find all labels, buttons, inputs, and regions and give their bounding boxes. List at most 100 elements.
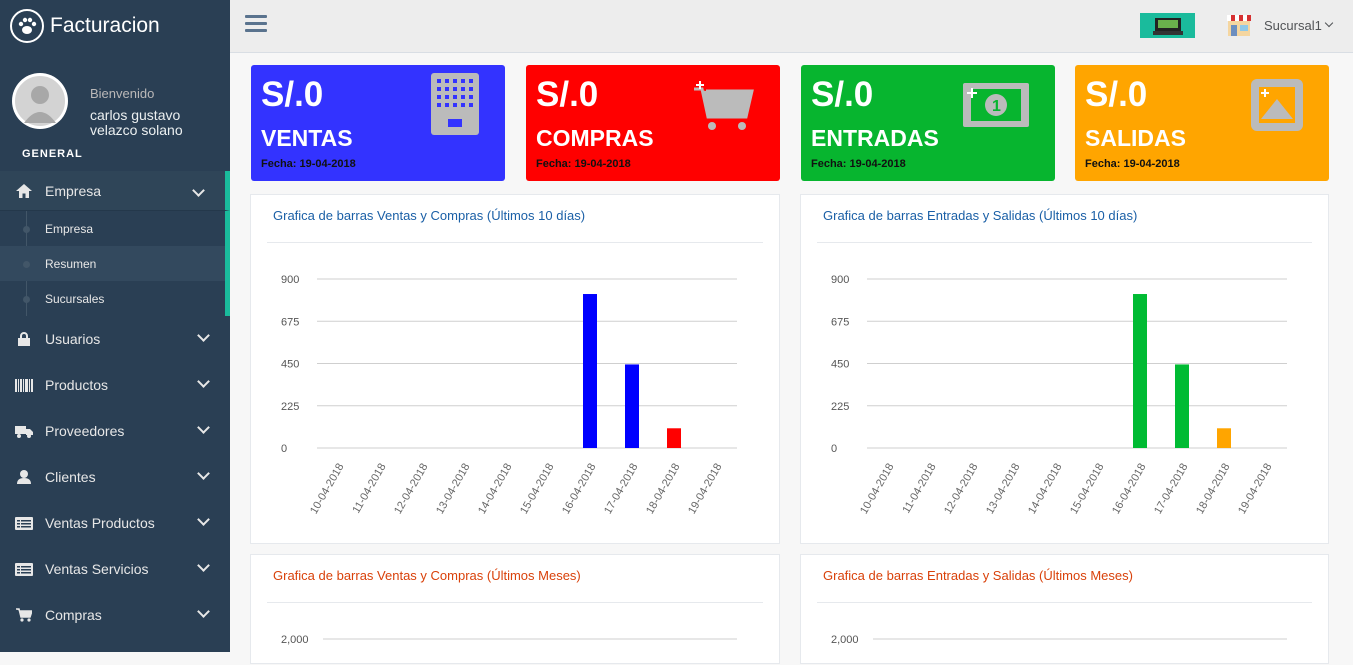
x-tick-label: 13-04-2018 [984, 462, 1023, 517]
calculator-icon [431, 73, 479, 140]
y-tick-label: 450 [281, 359, 299, 371]
submenu-item-resumen[interactable]: Resumen [0, 246, 225, 281]
x-tick-label: 18-04-2018 [1194, 462, 1233, 517]
y-tick-label: 225 [281, 401, 299, 413]
y-tick-label: 2,000 [281, 634, 309, 646]
chevron-down-icon[interactable] [1324, 18, 1334, 28]
submenu-item-empresa[interactable]: Empresa [0, 211, 225, 246]
bar-chart: 2,000 [281, 634, 737, 646]
chart-panel-ventas-compras-dias: Grafica de barras Ventas y Compras (Últi… [250, 194, 780, 544]
profile: Bienvenido carlos gustavo velazco solano [0, 52, 230, 147]
card-label: ENTRADAS [811, 125, 939, 151]
sidebar-item-ventas-productos[interactable]: Ventas Productos [0, 500, 230, 546]
card-amount: S/.0 [536, 75, 599, 114]
submenu-label: Resumen [45, 256, 97, 271]
user-icon [15, 470, 33, 484]
bar [1133, 294, 1147, 448]
sidebar-item-label: Compras [45, 607, 102, 623]
list-icon [15, 516, 33, 530]
svg-text:1: 1 [992, 98, 1001, 115]
welcome-text: Bienvenido [90, 86, 155, 101]
topbar: Sucursal1 [230, 0, 1353, 53]
image-icon [1251, 79, 1303, 136]
user-name: carlos gustavo velazco solano [90, 107, 183, 138]
lock-icon [15, 332, 33, 346]
x-tick-label: 12-04-2018 [942, 462, 981, 517]
x-tick-label: 15-04-2018 [518, 462, 557, 517]
sidebar-item-usuarios[interactable]: Usuarios [0, 316, 230, 362]
bar [1175, 364, 1189, 448]
submenu-label: Empresa [45, 221, 94, 236]
panel-title: Grafica de barras Ventas y Compras (Últi… [273, 208, 586, 223]
sidebar-item-label: Productos [45, 377, 109, 393]
sidebar-item-clientes[interactable]: Clientes [0, 454, 230, 500]
x-tick-label: 19-04-2018 [686, 462, 725, 517]
x-tick-label: 14-04-2018 [1026, 462, 1065, 517]
barcode-icon [15, 378, 33, 392]
x-tick-label: 17-04-2018 [602, 462, 641, 517]
home-icon [15, 183, 33, 198]
sidebar: Facturacion Bienvenido carlos gustavo ve… [0, 0, 230, 652]
card-label: SALIDAS [1085, 125, 1186, 151]
chevron-down-icon [197, 329, 210, 342]
card-amount: S/.0 [811, 75, 874, 114]
chart-panel-ventas-compras-meses: Grafica de barras Ventas y Compras (Últi… [250, 554, 780, 664]
card-date: Fecha: 19-04-2018 [261, 158, 356, 170]
x-tick-label: 11-04-2018 [350, 462, 388, 516]
x-tick-label: 11-04-2018 [900, 462, 938, 516]
sidebar-menu: Empresa Empresa Resumen Sucursales Usuar… [0, 171, 230, 638]
card-date: Fecha: 19-04-2018 [536, 158, 631, 170]
chevron-down-icon [197, 421, 210, 434]
y-tick-label: 900 [281, 274, 299, 286]
x-tick-label: 17-04-2018 [1152, 462, 1191, 517]
x-tick-label: 13-04-2018 [434, 462, 473, 517]
branch-selector[interactable]: Sucursal1 [1264, 18, 1322, 33]
card-date: Fecha: 19-04-2018 [811, 158, 906, 170]
bar [625, 364, 639, 448]
panel-title: Grafica de barras Ventas y Compras (Últi… [273, 568, 581, 583]
panel-title: Grafica de barras Entradas y Salidas (Úl… [823, 568, 1133, 583]
chevron-down-icon [197, 605, 210, 618]
y-tick-label: 0 [281, 443, 287, 455]
x-tick-label: 14-04-2018 [476, 462, 515, 517]
submenu-empresa: Empresa Resumen Sucursales [0, 211, 230, 316]
sidebar-item-proveedores[interactable]: Proveedores [0, 408, 230, 454]
card-amount: S/.0 [1085, 75, 1148, 114]
panel-title: Grafica de barras Entradas y Salidas (Úl… [823, 208, 1138, 223]
menu-icon[interactable] [245, 15, 267, 33]
chevron-down-icon [192, 184, 205, 197]
y-tick-label: 225 [831, 401, 849, 413]
sidebar-item-label: Ventas Servicios [45, 561, 149, 577]
sidebar-item-empresa[interactable]: Empresa [0, 171, 230, 211]
brand[interactable]: Facturacion [0, 0, 230, 52]
x-tick-label: 16-04-2018 [560, 462, 599, 517]
card-compras: S/.0 COMPRAS Fecha: 19-04-2018 [526, 65, 780, 181]
card-date: Fecha: 19-04-2018 [1085, 158, 1180, 170]
y-tick-label: 675 [281, 316, 299, 328]
avatar [12, 73, 68, 129]
bar [1217, 428, 1231, 448]
x-tick-label: 10-04-2018 [858, 462, 897, 517]
store-icon[interactable] [1226, 12, 1252, 38]
cash-register-icon[interactable] [1140, 13, 1195, 38]
list-icon [15, 562, 33, 576]
sidebar-item-productos[interactable]: Productos [0, 362, 230, 408]
paw-icon [10, 9, 44, 43]
sidebar-item-label: Proveedores [45, 423, 125, 439]
card-entradas: S/.0 ENTRADAS Fecha: 19-04-2018 1 [801, 65, 1055, 181]
bar-chart: 0 225 450 675 900 10-04-2018 11-04-2018 12-04-2… [831, 274, 1287, 517]
chevron-down-icon [197, 467, 210, 480]
x-tick-label: 16-04-2018 [1110, 462, 1149, 517]
sidebar-item-label: Ventas Productos [45, 515, 155, 531]
sidebar-item-ventas-servicios[interactable]: Ventas Servicios [0, 546, 230, 592]
bar-chart: 0 225 450 675 900 10-04-2018 11-04-2018 12-04-2… [281, 274, 737, 517]
sidebar-item-label: Empresa [45, 182, 102, 199]
bar-chart: 2,000 [831, 634, 1287, 646]
truck-icon [15, 424, 33, 438]
sidebar-item-label: Clientes [45, 469, 96, 485]
y-tick-label: 2,000 [831, 634, 859, 646]
submenu-item-sucursales[interactable]: Sucursales [0, 281, 225, 316]
y-tick-label: 450 [831, 359, 849, 371]
sidebar-item-compras[interactable]: Compras [0, 592, 230, 638]
x-tick-label: 12-04-2018 [392, 462, 431, 517]
